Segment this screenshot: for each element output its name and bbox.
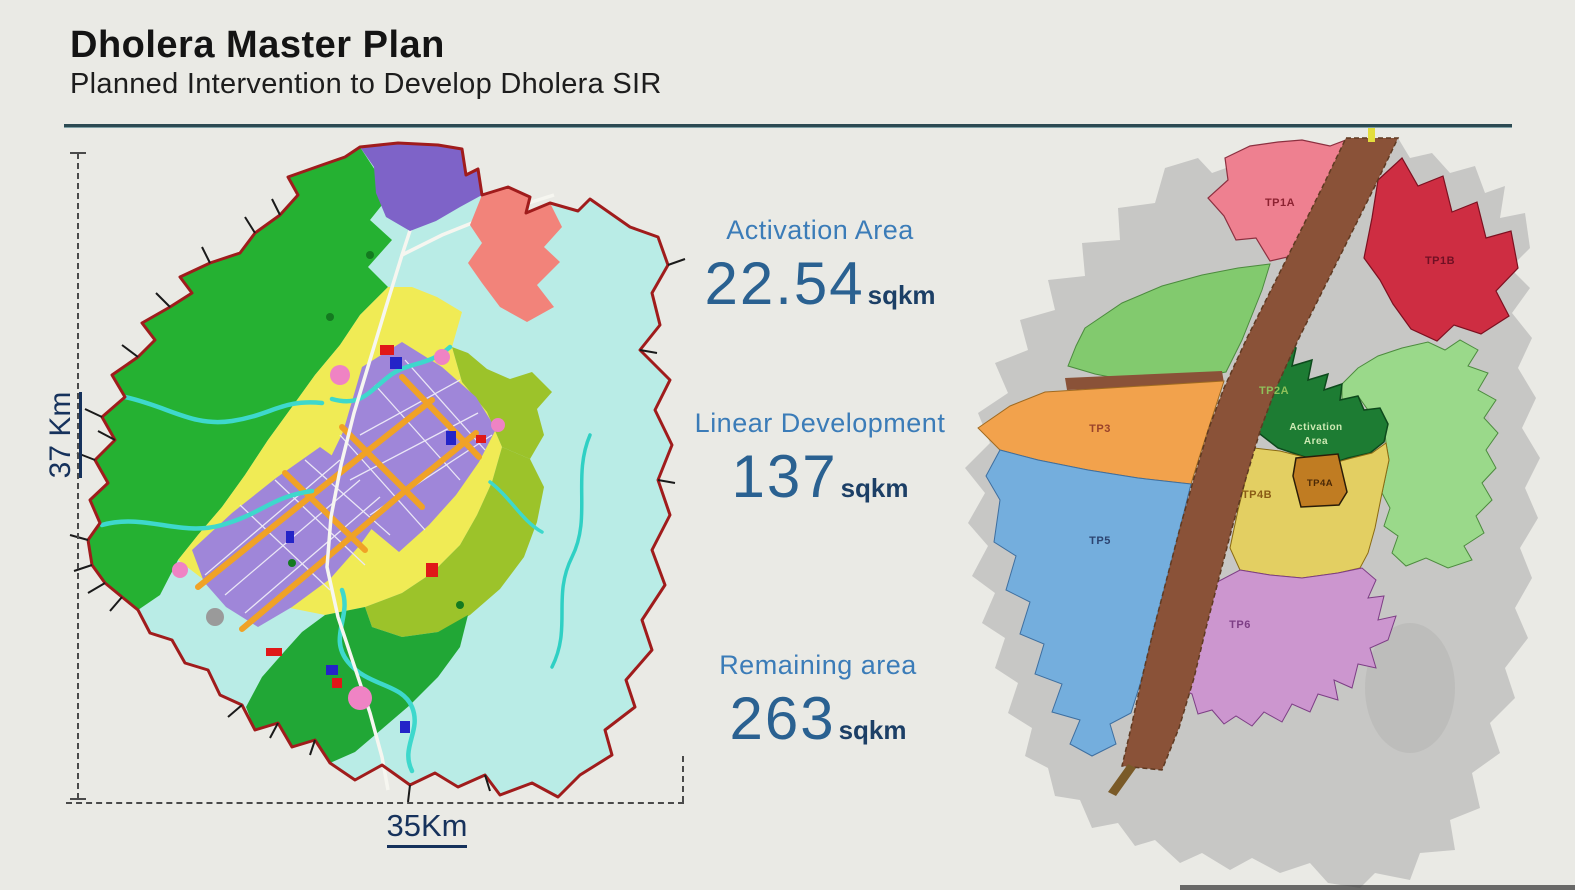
sir-boundary-stroke [86,141,674,799]
width-dimension-line [66,802,684,804]
road-tick-marks [69,198,686,803]
stat-activation-number: 22.54 [704,250,865,317]
salmon-zone-northeast [468,187,562,322]
label-tp1b: TP1B [1425,255,1455,267]
header-divider [64,124,1512,128]
stat-remaining-area: Remaining area 263 sqkm [638,650,998,749]
corridor-top-marker [1368,128,1375,142]
zone-tp1b [1363,157,1519,342]
land-use-map [69,141,686,803]
width-dimension-riser [682,756,684,802]
parcels-misc [206,251,464,626]
bottom-edge-artifact [1180,885,1575,890]
label-tp1a: TP1A [1265,197,1295,209]
linear-development-corridor [1108,128,1400,796]
green-zone-northwest [88,147,392,610]
stat-activation-area: Activation Area 22.54 sqkm [640,215,1000,314]
width-dimension-label: 35Km [352,808,502,848]
stat-linear-label: Linear Development [694,408,946,438]
green-zone-south [246,607,468,763]
height-dimension-cap-top [70,152,86,154]
stat-remaining-number: 263 [729,685,836,752]
stat-linear-unit: sqkm [840,473,909,503]
zone-labels: TP1A TP1B TP2A Activation Area TP3 TP4A … [1089,197,1455,631]
olive-zone-east [365,347,552,637]
label-tp4a: TP4A [1307,478,1333,489]
page-subtitle: Planned Intervention to Develop Dholera … [70,68,662,100]
label-activation-area-line2: Area [1304,436,1328,447]
label-tp6: TP6 [1229,619,1251,631]
label-tp3: TP3 [1089,423,1111,435]
stat-linear-value: 137 sqkm [640,447,1000,507]
stat-remaining-label: Remaining area [719,650,917,680]
parcels-pink [172,349,505,710]
corridor-spur [1065,371,1224,390]
label-activation-area-line1: Activation [1289,422,1342,433]
zone-tp4a [1292,453,1348,508]
page-title: Dholera Master Plan [70,24,445,66]
urban-grid-lines [204,359,493,614]
orange-roads [195,374,482,632]
zone-tp5 [985,449,1192,757]
label-tp5: TP5 [1089,535,1111,547]
stat-linear-development: Linear Development 137 sqkm [640,408,1000,507]
parcels-blue [286,357,456,733]
stat-activation-value: 22.54 sqkm [640,254,1000,314]
stat-remaining-value: 263 sqkm [638,689,998,749]
height-dimension-line [77,153,79,799]
label-tp2a: TP2A [1259,385,1289,397]
stat-activation-unit: sqkm [867,280,936,310]
height-dimension-label: 37 Km [44,360,82,510]
stat-linear-number: 137 [731,443,838,510]
height-dimension-cap-bottom [70,798,86,800]
stat-activation-label: Activation Area [726,215,914,245]
zone-green-upper [1067,263,1271,383]
label-tp4b: TP4B [1242,489,1272,501]
purple-zone-north [360,143,482,231]
parcels-red [266,345,486,688]
tp-schemes-map: TP1A TP1B TP2A Activation Area TP3 TP4A … [965,128,1540,888]
stat-remaining-unit: sqkm [838,715,907,745]
